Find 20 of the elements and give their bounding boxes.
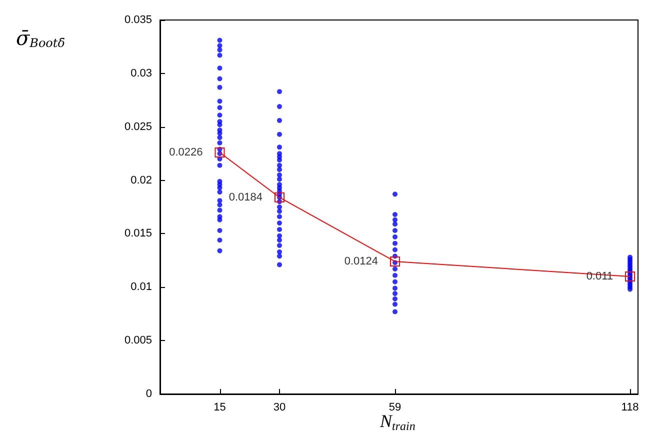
point	[625, 271, 636, 282]
data-label: 0.0226	[169, 146, 203, 159]
x-tick-label: 59	[388, 402, 402, 414]
x-tick-label: 30	[273, 402, 286, 414]
point	[390, 256, 400, 266]
y-tick-label: 0.005	[124, 334, 152, 347]
x-tick-label: 15	[214, 402, 226, 414]
data-label: 0.0124	[344, 255, 378, 268]
point	[214, 148, 225, 158]
y-axis-title: σ̄Bootδ̄	[16, 26, 65, 50]
y-tick-label: 0.03	[130, 67, 152, 80]
y-tick-label: 0.02	[130, 174, 152, 186]
y-tick-label: 0.025	[124, 120, 152, 133]
y-tick-label: 0.01	[130, 281, 152, 294]
data-label: 0.0184	[228, 191, 262, 204]
y-tick-label: 0.035	[124, 14, 152, 26]
x-tick-label: 118	[621, 402, 639, 414]
y-tick-label: 0.015	[124, 228, 152, 240]
y-tick-label: 0	[146, 388, 152, 400]
point	[274, 192, 284, 202]
